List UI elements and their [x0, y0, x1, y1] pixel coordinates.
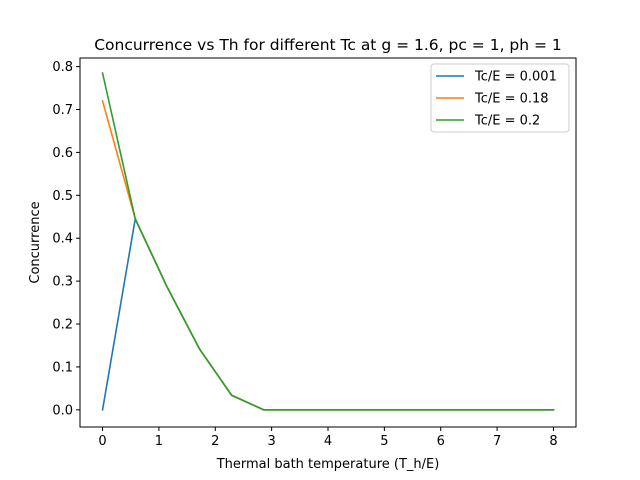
legend: Tc/E = 0.001 Tc/E = 0.18 Tc/E = 0.2	[430, 63, 570, 133]
legend-label-1: Tc/E = 0.18	[474, 92, 549, 107]
x-tick-label: 8	[549, 434, 557, 449]
x-axis-ticks: 0 1 2 3 4 5 6 7 8	[98, 427, 558, 449]
y-axis-label: Concurrence	[28, 201, 43, 283]
series-line-1	[101, 99, 555, 411]
y-axis-ticks: 0.0 0.1 0.2 0.3 0.4 0.5 0.6 0.7 0.8	[52, 60, 80, 418]
y-tick-label: 0.8	[52, 60, 73, 75]
y-tick-label: 0.7	[52, 103, 73, 118]
y-tick-label: 0.1	[52, 360, 73, 375]
y-tick-label: 0.0	[52, 403, 73, 418]
legend-label-0: Tc/E = 0.001	[474, 70, 557, 85]
x-tick-label: 2	[211, 434, 219, 449]
y-tick-label: 0.4	[52, 232, 73, 247]
series-line-2	[101, 72, 555, 411]
y-tick-label: 0.6	[52, 146, 73, 161]
x-tick-label: 0	[98, 434, 106, 449]
x-tick-label: 1	[155, 434, 163, 449]
y-tick-label: 0.2	[52, 318, 73, 333]
x-tick-label: 3	[267, 434, 275, 449]
legend-box	[430, 63, 570, 133]
series-line-0	[101, 218, 555, 411]
x-tick-label: 4	[324, 434, 332, 449]
x-axis-label: Thermal bath temperature (T_h/E)	[216, 457, 440, 472]
y-tick-label: 0.5	[52, 189, 73, 204]
legend-label-2: Tc/E = 0.2	[474, 114, 540, 129]
y-tick-label: 0.3	[52, 275, 73, 290]
x-tick-label: 6	[437, 434, 445, 449]
chart-title: Concurrence vs Th for different Tc at g …	[94, 36, 562, 54]
x-tick-label: 5	[380, 434, 388, 449]
plot-lines	[101, 72, 555, 411]
x-tick-label: 7	[493, 434, 501, 449]
